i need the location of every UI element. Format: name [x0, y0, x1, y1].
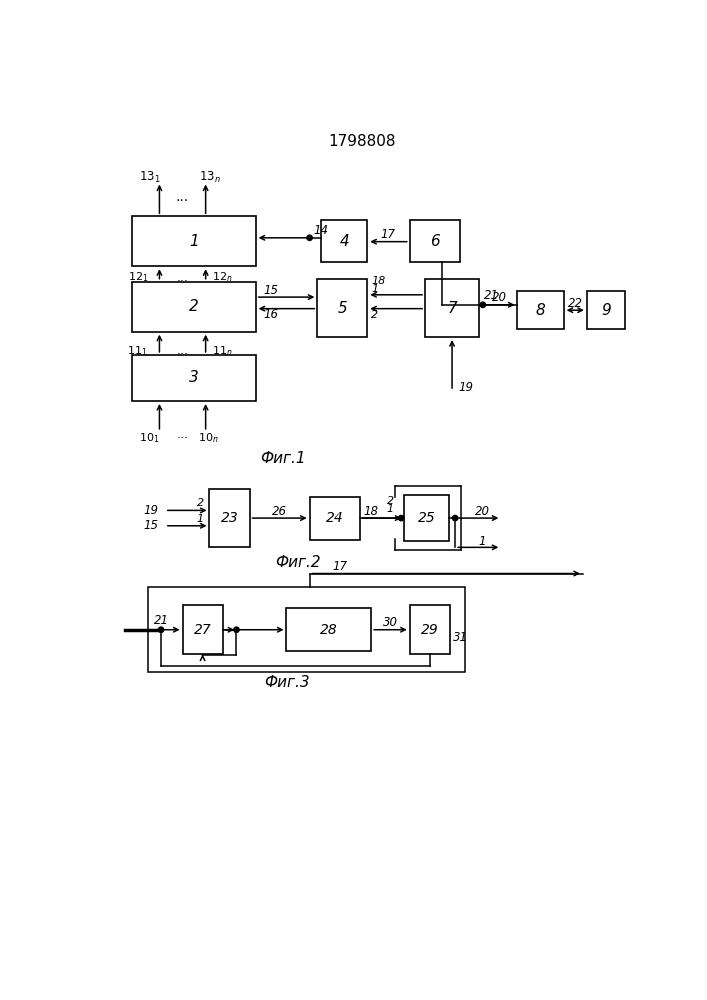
- Bar: [404, 495, 449, 541]
- Text: 19: 19: [458, 381, 473, 394]
- Text: 1: 1: [371, 284, 378, 294]
- Text: 1: 1: [479, 535, 486, 548]
- Text: 28: 28: [320, 623, 338, 637]
- Text: 30: 30: [383, 616, 398, 629]
- Text: 21: 21: [153, 614, 168, 627]
- Text: 23: 23: [221, 511, 238, 525]
- Bar: [310, 497, 360, 540]
- Text: 20: 20: [492, 291, 508, 304]
- Text: 15: 15: [144, 519, 158, 532]
- Text: 9: 9: [601, 303, 611, 318]
- Bar: [425, 279, 479, 337]
- Text: 2: 2: [371, 310, 378, 320]
- Circle shape: [234, 627, 239, 632]
- Text: 29: 29: [421, 623, 438, 637]
- Text: $12_1$: $12_1$: [128, 270, 148, 284]
- Text: 18: 18: [371, 276, 385, 286]
- Text: Фиг.2: Фиг.2: [275, 555, 321, 570]
- Text: 21: 21: [484, 289, 499, 302]
- Bar: [317, 279, 368, 337]
- Text: 20: 20: [474, 505, 489, 518]
- Text: 26: 26: [272, 505, 287, 518]
- Bar: [182, 605, 223, 654]
- Text: 7: 7: [447, 301, 457, 316]
- Bar: [132, 282, 256, 332]
- Text: 1798808: 1798808: [328, 134, 396, 149]
- Text: ...: ...: [177, 344, 189, 358]
- Bar: [132, 355, 256, 401]
- Circle shape: [452, 515, 458, 521]
- Text: 2: 2: [387, 496, 394, 506]
- Circle shape: [399, 515, 404, 521]
- Text: $10_1$: $10_1$: [139, 431, 160, 445]
- Bar: [321, 220, 368, 262]
- Bar: [409, 605, 450, 654]
- Text: 27: 27: [194, 623, 211, 637]
- Text: ...: ...: [177, 271, 189, 284]
- Text: 4: 4: [339, 234, 349, 249]
- Text: 25: 25: [418, 511, 436, 525]
- Text: 24: 24: [326, 511, 344, 525]
- Bar: [409, 220, 460, 262]
- Text: 17: 17: [380, 228, 396, 241]
- Text: 3: 3: [189, 370, 199, 385]
- Text: 2: 2: [189, 299, 199, 314]
- Text: 6: 6: [430, 234, 440, 249]
- Text: 19: 19: [144, 504, 158, 517]
- Circle shape: [307, 235, 312, 241]
- Text: 17: 17: [333, 560, 348, 573]
- Text: Фиг.3: Фиг.3: [264, 675, 309, 690]
- Bar: [286, 608, 371, 651]
- Bar: [148, 587, 465, 672]
- Text: Фиг.1: Фиг.1: [260, 451, 305, 466]
- Bar: [518, 291, 563, 329]
- Text: $11_n$: $11_n$: [212, 344, 233, 358]
- Text: 8: 8: [536, 303, 546, 318]
- Text: $10_n$: $10_n$: [198, 431, 218, 445]
- Text: 22: 22: [568, 297, 583, 310]
- Circle shape: [480, 302, 486, 307]
- Text: 2: 2: [197, 498, 204, 508]
- Text: 31: 31: [452, 631, 468, 644]
- Text: $13_n$: $13_n$: [199, 170, 221, 185]
- Text: ...: ...: [176, 190, 189, 204]
- Bar: [587, 291, 625, 329]
- Bar: [209, 489, 250, 547]
- Text: 15: 15: [264, 284, 279, 297]
- Text: 1: 1: [387, 504, 394, 514]
- Text: $12_n$: $12_n$: [212, 270, 233, 284]
- Text: ...: ...: [177, 428, 189, 441]
- Circle shape: [158, 627, 164, 632]
- Text: 16: 16: [264, 308, 279, 321]
- Text: $13_1$: $13_1$: [139, 170, 161, 185]
- Text: 18: 18: [363, 505, 378, 518]
- Text: 1: 1: [189, 234, 199, 249]
- Bar: [132, 216, 256, 266]
- Text: 5: 5: [337, 301, 347, 316]
- Text: 1: 1: [197, 514, 204, 524]
- Text: $11_1$: $11_1$: [127, 344, 148, 358]
- Text: 14: 14: [313, 224, 329, 237]
